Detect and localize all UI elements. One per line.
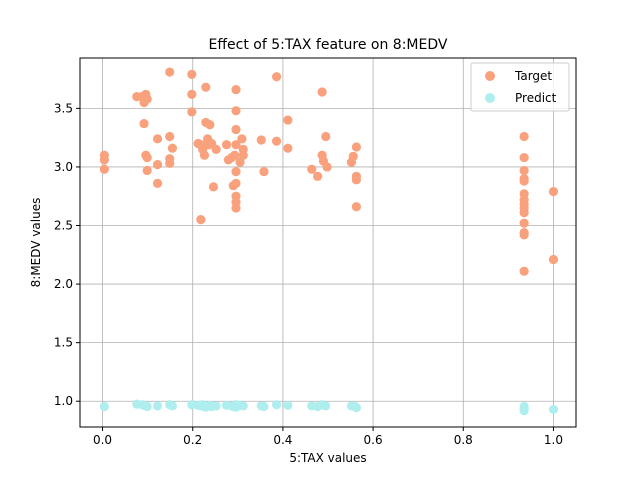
target-point [231, 203, 241, 213]
predict-point [167, 401, 178, 411]
target-point [152, 160, 163, 170]
target-point [519, 131, 529, 142]
target-point [165, 158, 175, 169]
legend-marker-predict [485, 93, 495, 103]
x-tick-label: 0.8 [454, 433, 473, 447]
predict-point [283, 400, 293, 410]
target-point [142, 152, 152, 163]
target-point [519, 152, 529, 163]
target-point [317, 87, 327, 97]
target-point [519, 176, 529, 186]
y-tick-label: 3.5 [54, 101, 73, 115]
target-point [519, 208, 529, 218]
target-point [221, 140, 232, 150]
x-tick-label: 0.4 [273, 433, 292, 447]
target-point [351, 175, 362, 185]
legend: Target Predict [470, 62, 570, 112]
predict-point [142, 401, 152, 412]
target-point [187, 69, 197, 79]
plot-frame [79, 57, 577, 428]
target-point [139, 119, 149, 129]
target-point [187, 107, 197, 117]
target-point [237, 134, 247, 144]
legend-box [470, 62, 570, 112]
target-point [142, 94, 152, 104]
y-tick-label: 2.5 [54, 219, 73, 233]
target-point [165, 67, 175, 77]
target-point [283, 115, 293, 125]
target-point [152, 134, 163, 144]
target-point [548, 254, 559, 265]
target-point [196, 215, 206, 225]
target-point [199, 150, 210, 160]
target-point [231, 106, 241, 116]
target-point [256, 135, 266, 145]
y-tick-label: 1.5 [54, 336, 73, 350]
predict-point [519, 406, 529, 416]
target-point [152, 178, 163, 188]
target-point [231, 140, 241, 150]
target-point [208, 182, 219, 192]
target-point [519, 230, 529, 240]
target-point [519, 266, 529, 276]
target-point [313, 171, 323, 181]
target-point [321, 131, 331, 142]
x-tick-label: 0.6 [364, 433, 383, 447]
predict-point [259, 401, 269, 412]
predict-point [152, 401, 163, 411]
predict-point [548, 404, 559, 415]
legend-marker-target [485, 71, 495, 81]
target-point [351, 142, 362, 152]
y-tick-label: 3.0 [54, 160, 73, 174]
target-point [271, 72, 282, 82]
predict-point [351, 403, 362, 413]
predict-point [321, 401, 331, 411]
y-tick-label: 1.0 [54, 394, 73, 408]
target-point [235, 157, 245, 167]
target-point [322, 162, 332, 172]
target-point [519, 218, 529, 228]
target-point [259, 167, 269, 177]
target-point [187, 89, 197, 99]
x-tick-label: 0.2 [183, 433, 202, 447]
target-point [307, 164, 317, 174]
predict-point [238, 401, 248, 411]
target-point [548, 186, 559, 197]
chart-title: Effect of 5:TAX feature on 8:MEDV [209, 37, 448, 53]
target-point [231, 178, 241, 188]
target-point [230, 150, 240, 160]
predict-point [271, 400, 282, 410]
target-point [271, 136, 282, 146]
target-point [231, 167, 241, 177]
target-point [231, 85, 241, 95]
predict-point [99, 401, 109, 412]
target-point [283, 143, 293, 153]
x-axis-label: 5:TAX values [289, 451, 366, 465]
data-points [99, 67, 559, 416]
target-point [99, 164, 109, 174]
legend-label-predict: Predict [515, 91, 557, 105]
target-point [201, 82, 211, 92]
predict-point [211, 401, 221, 411]
x-tick-label: 1.0 [544, 433, 563, 447]
target-point [231, 124, 241, 135]
target-point [205, 120, 215, 130]
target-point [142, 165, 152, 176]
target-point [351, 202, 362, 212]
axis-ticks: 0.0 0.2 0.4 0.6 0.8 1.0 1.0 1.5 2.0 2.5 3.0 3.5 [54, 101, 563, 447]
y-tick-label: 2.0 [54, 277, 73, 291]
target-point [99, 155, 109, 165]
target-point [211, 144, 221, 154]
y-axis-label: 8:MEDV values [29, 198, 43, 288]
target-point [519, 165, 529, 176]
x-tick-label: 0.0 [93, 433, 112, 447]
target-point [238, 150, 248, 160]
legend-label-target: Target [514, 69, 552, 83]
target-point [165, 131, 175, 142]
target-point [167, 143, 178, 153]
target-point [348, 151, 358, 161]
